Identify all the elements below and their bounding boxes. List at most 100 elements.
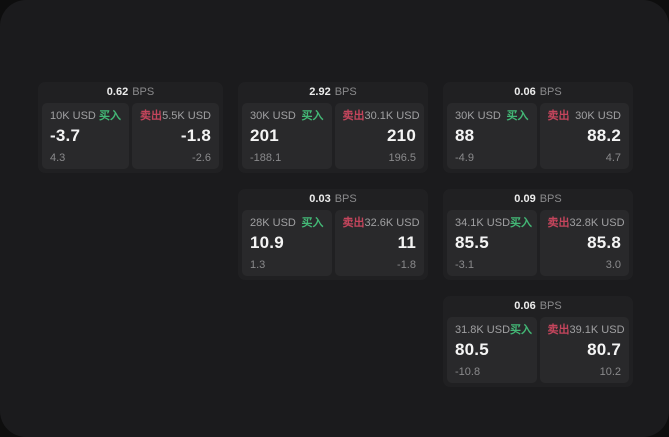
sell-price: 85.8 [587, 233, 621, 252]
sell-side-tag: 卖出 [547, 217, 570, 229]
buy-price: 80.5 [455, 340, 489, 359]
buy-price: 10.9 [250, 233, 284, 252]
card-spread-header: 0.09 BPS [443, 189, 633, 210]
sell-size-label: 32.6K USD [364, 217, 420, 229]
bps-unit-label: BPS [132, 86, 155, 98]
buy-price: 201 [250, 126, 279, 145]
sell-side-tag: 卖出 [547, 110, 570, 122]
sell-panel-top-row: 卖出 5.5K USD [140, 110, 211, 123]
buy-panel-top-row: 10K USD 买入 [50, 110, 121, 123]
quote-panels: 30K USD 买入 201 -188.1 卖出 30.1K USD 210 1… [242, 103, 424, 169]
sell-side-tag: 卖出 [547, 324, 570, 336]
quote-card: 0.06 BPS 31.8K USD 买入 80.5 -10.8 卖出 39.1… [443, 296, 633, 387]
sell-delta: -1.8 [397, 259, 416, 271]
buy-panel[interactable]: 30K USD 买入 201 -188.1 [242, 103, 332, 169]
sell-side-tag: 卖出 [342, 110, 365, 122]
sell-price: 80.7 [587, 340, 621, 359]
buy-panel[interactable]: 34.1K USD 买入 85.5 -3.1 [447, 210, 537, 276]
buy-size-label: 31.8K USD [455, 324, 511, 336]
buy-size-label: 30K USD [455, 110, 501, 122]
sell-panel[interactable]: 卖出 30K USD 88.2 4.7 [539, 103, 629, 169]
buy-panel-top-row: 31.8K USD 买入 [455, 324, 533, 337]
spread-bps-value: 0.62 [106, 86, 129, 98]
sell-delta: 4.7 [605, 152, 621, 164]
sell-panel[interactable]: 卖出 32.8K USD 85.8 3.0 [539, 210, 629, 276]
sell-size-label: 32.8K USD [569, 217, 625, 229]
card-spread-header: 0.06 BPS [443, 296, 633, 317]
quote-panels: 31.8K USD 买入 80.5 -10.8 卖出 39.1K USD 80.… [447, 317, 629, 383]
sell-price: 210 [387, 126, 416, 145]
buy-delta: -4.9 [455, 152, 474, 164]
spread-bps-value: 0.06 [514, 300, 536, 312]
buy-price: 88 [455, 126, 475, 145]
sell-panel-top-row: 卖出 32.8K USD [547, 217, 625, 230]
card-spread-header: 2.92 BPS [238, 82, 428, 103]
sell-side-tag: 卖出 [140, 110, 162, 122]
buy-delta: -188.1 [250, 152, 282, 164]
buy-delta: -10.8 [455, 366, 481, 378]
buy-panel-top-row: 28K USD 买入 [250, 217, 324, 230]
buy-panel[interactable]: 10K USD 买入 -3.7 4.3 [42, 103, 129, 169]
buy-size-label: 34.1K USD [455, 217, 511, 229]
buy-panel-top-row: 30K USD 买入 [455, 110, 529, 123]
spread-bps-value: 0.06 [514, 86, 536, 98]
buy-panel-top-row: 34.1K USD 买入 [455, 217, 533, 230]
sell-size-label: 5.5K USD [162, 110, 211, 122]
sell-delta: 10.2 [599, 366, 621, 378]
buy-side-tag: 买入 [301, 217, 324, 229]
sell-delta: -2.6 [192, 152, 211, 164]
spread-bps-value: 0.09 [514, 193, 536, 205]
buy-delta: -3.1 [455, 259, 474, 271]
sell-panel[interactable]: 卖出 5.5K USD -1.8 -2.6 [132, 103, 219, 169]
buy-panel[interactable]: 31.8K USD 买入 80.5 -10.8 [447, 317, 537, 383]
spread-bps-value: 2.92 [309, 86, 331, 98]
bps-unit-label: BPS [334, 86, 357, 98]
buy-price: -3.7 [50, 126, 81, 145]
buy-side-tag: 买入 [510, 324, 533, 336]
sell-panel[interactable]: 卖出 30.1K USD 210 196.5 [334, 103, 424, 169]
sell-panel-top-row: 卖出 32.6K USD [342, 217, 420, 230]
buy-side-tag: 买入 [301, 110, 324, 122]
buy-panel[interactable]: 28K USD 买入 10.9 1.3 [242, 210, 332, 276]
sell-delta: 196.5 [388, 152, 416, 164]
buy-side-tag: 买入 [506, 110, 529, 122]
quote-card: 2.92 BPS 30K USD 买入 201 -188.1 卖出 30.1K … [238, 82, 428, 173]
quote-card: 0.62 BPS 10K USD 买入 -3.7 4.3 卖出 5.5K USD… [38, 82, 223, 173]
buy-size-label: 28K USD [250, 217, 296, 229]
sell-delta: 3.0 [605, 259, 621, 271]
quote-card: 0.09 BPS 34.1K USD 买入 85.5 -3.1 卖出 32.8K… [443, 189, 633, 280]
sell-size-label: 30.1K USD [364, 110, 420, 122]
bps-unit-label: BPS [539, 300, 562, 312]
quote-panels: 30K USD 买入 88 -4.9 卖出 30K USD 88.2 4.7 [447, 103, 629, 169]
quote-panels: 10K USD 买入 -3.7 4.3 卖出 5.5K USD -1.8 -2.… [42, 103, 219, 169]
bps-unit-label: BPS [334, 193, 357, 205]
buy-side-tag: 买入 [99, 110, 121, 122]
sell-price: 11 [397, 233, 416, 252]
card-spread-header: 0.06 BPS [443, 82, 633, 103]
sell-size-label: 30K USD [575, 110, 621, 122]
buy-side-tag: 买入 [510, 217, 533, 229]
card-spread-header: 0.62 BPS [38, 82, 223, 103]
buy-panel-top-row: 30K USD 买入 [250, 110, 324, 123]
spread-bps-value: 0.03 [309, 193, 331, 205]
buy-delta: 4.3 [50, 152, 66, 164]
quote-card: 0.03 BPS 28K USD 买入 10.9 1.3 卖出 32.6K US… [238, 189, 428, 280]
buy-size-label: 10K USD [50, 110, 96, 122]
sell-side-tag: 卖出 [342, 217, 365, 229]
sell-panel-top-row: 卖出 39.1K USD [547, 324, 625, 337]
sell-size-label: 39.1K USD [569, 324, 625, 336]
sell-panel-top-row: 卖出 30.1K USD [342, 110, 420, 123]
buy-size-label: 30K USD [250, 110, 296, 122]
buy-panel[interactable]: 30K USD 买入 88 -4.9 [447, 103, 537, 169]
sell-panel[interactable]: 卖出 39.1K USD 80.7 10.2 [539, 317, 629, 383]
quote-card: 0.06 BPS 30K USD 买入 88 -4.9 卖出 30K USD 8… [443, 82, 633, 173]
sell-price: 88.2 [587, 126, 621, 145]
sell-panel[interactable]: 卖出 32.6K USD 11 -1.8 [334, 210, 424, 276]
bps-unit-label: BPS [539, 193, 562, 205]
quote-panels: 34.1K USD 买入 85.5 -3.1 卖出 32.8K USD 85.8… [447, 210, 629, 276]
buy-delta: 1.3 [250, 259, 266, 271]
bps-unit-label: BPS [539, 86, 562, 98]
sell-price: -1.8 [180, 126, 211, 145]
